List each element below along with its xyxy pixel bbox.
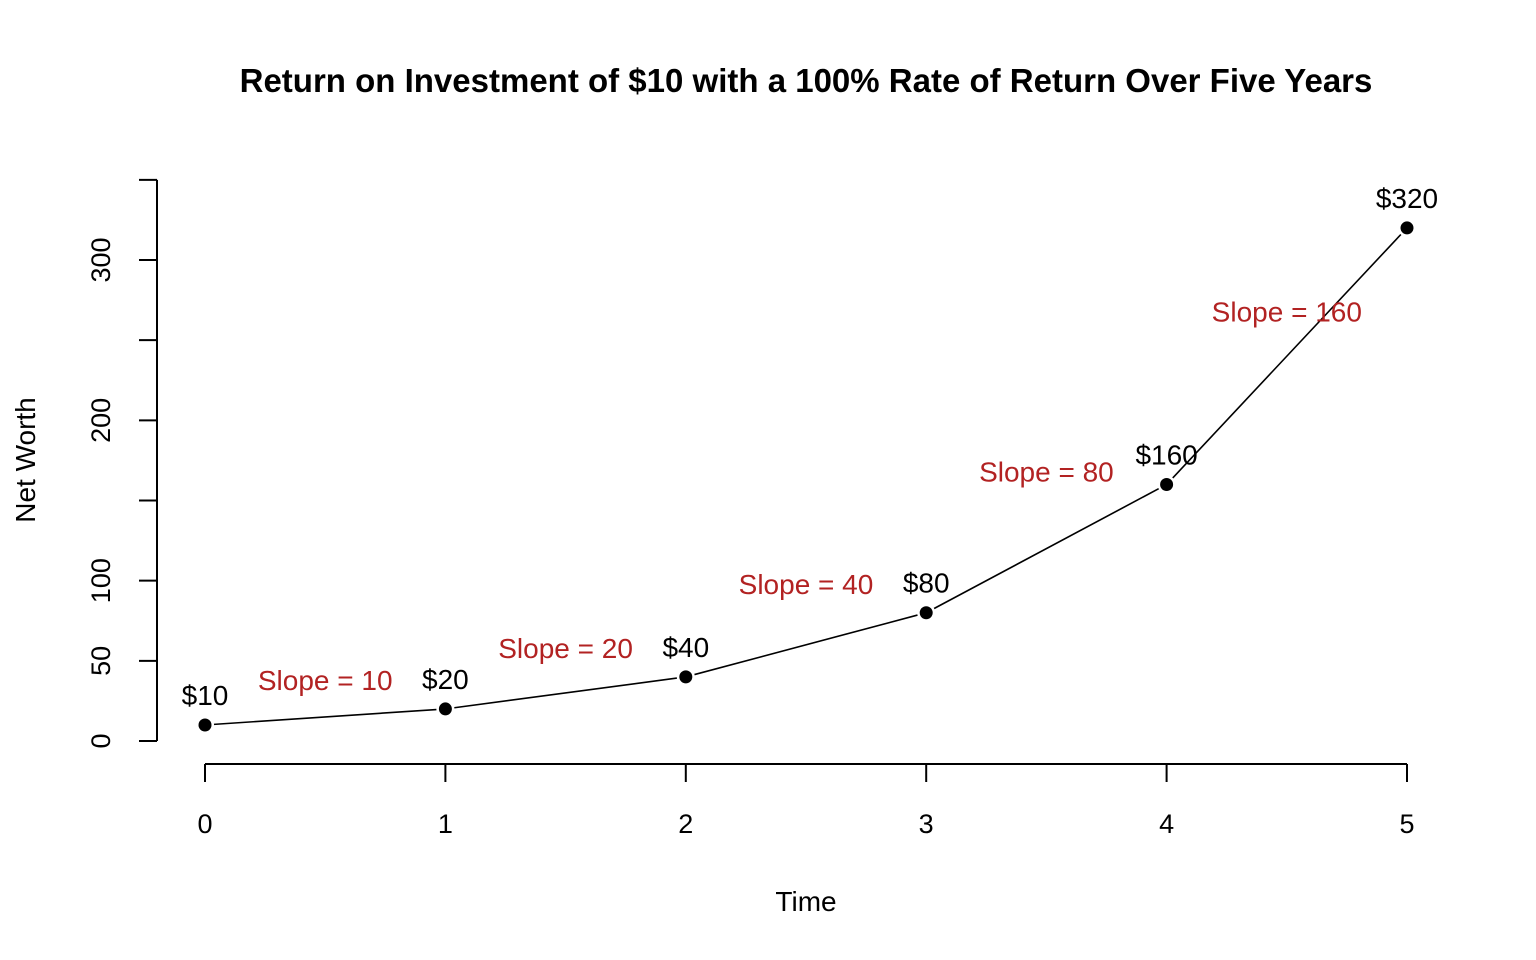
x-axis-title: Time [775, 886, 836, 917]
data-point [1160, 477, 1174, 491]
y-tick-label: 100 [86, 558, 116, 603]
y-axis-title: Net Worth [10, 397, 41, 523]
y-tick-label: 50 [86, 646, 116, 676]
slope-annotation: Slope = 10 [258, 665, 393, 696]
data-point [1400, 221, 1414, 235]
data-label: $10 [182, 680, 229, 711]
x-tick-label: 4 [1159, 809, 1174, 839]
slope-annotation: Slope = 20 [498, 633, 633, 664]
data-label: $80 [903, 568, 950, 599]
x-axis: 0 1 2 3 4 5 [197, 763, 1415, 839]
slope-annotation: Slope = 40 [739, 569, 874, 600]
x-tick-label: 5 [1399, 809, 1414, 839]
y-tick-label: 200 [86, 398, 116, 443]
y-tick-label: 300 [86, 237, 116, 282]
series-line-segment [454, 677, 677, 709]
data-label: $320 [1376, 183, 1438, 214]
x-tick-label: 3 [919, 809, 934, 839]
data-point [919, 606, 933, 620]
y-tick-label: 0 [86, 733, 116, 748]
data-point [438, 702, 452, 716]
data-label: $20 [422, 664, 469, 695]
x-tick-label: 0 [197, 809, 212, 839]
x-tick-label: 1 [438, 809, 453, 839]
data-point [198, 718, 212, 732]
slope-annotation: Slope = 160 [1212, 296, 1362, 327]
slope-annotation: Slope = 80 [979, 457, 1114, 488]
y-axis: 0 50 100 200 300 [86, 178, 158, 749]
series-line-segment [933, 487, 1160, 610]
chart-title: Return on Investment of $10 with a 100% … [240, 62, 1373, 99]
plot-series: $10 $20 $40 $80 $160 $320 [182, 183, 1438, 732]
data-label: $160 [1135, 439, 1197, 470]
data-point [679, 670, 693, 684]
series-line-segment [213, 708, 437, 726]
annotations: Slope = 10 Slope = 20 Slope = 40 Slope = 80… [258, 296, 1362, 696]
series-line-segment [694, 614, 918, 676]
series-line-segment [1172, 233, 1402, 479]
x-tick-label: 2 [678, 809, 693, 839]
data-label: $40 [662, 632, 709, 663]
